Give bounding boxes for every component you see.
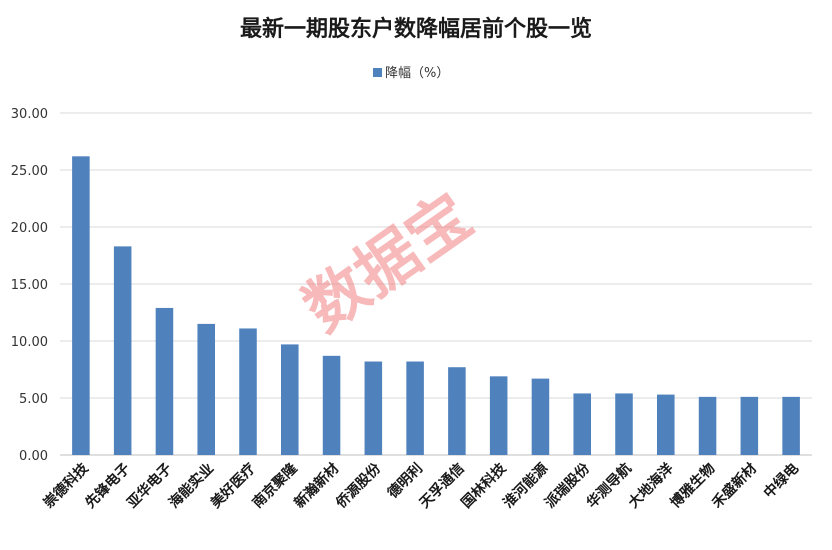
bar bbox=[740, 396, 759, 455]
bar bbox=[281, 344, 299, 455]
bar bbox=[239, 328, 257, 455]
x-category-label: 侨源股份 bbox=[332, 459, 385, 512]
bar bbox=[448, 367, 466, 455]
bar bbox=[698, 396, 717, 455]
bar bbox=[782, 396, 800, 455]
legend: 降幅（%） bbox=[373, 66, 449, 81]
bars bbox=[72, 156, 800, 455]
bar bbox=[406, 361, 424, 455]
x-category-label: 德明利 bbox=[384, 460, 426, 502]
bar bbox=[322, 355, 341, 455]
y-tick-label: 30.00 bbox=[11, 107, 48, 122]
bar bbox=[155, 307, 174, 455]
y-axis-ticks: 0.00 5.00 10.00 15.00 20.00 25.00 30.00 bbox=[11, 107, 48, 464]
bar bbox=[197, 323, 215, 455]
x-category-label: 亚华电子 bbox=[124, 460, 176, 512]
y-tick-label: 0.00 bbox=[19, 449, 48, 464]
x-category-label: 国林科技 bbox=[458, 459, 510, 511]
x-category-label: 禾盛新材 bbox=[709, 460, 761, 512]
watermark: 数据宝 bbox=[291, 179, 485, 345]
bar bbox=[364, 361, 383, 455]
bar bbox=[615, 393, 633, 455]
legend-label: 降幅（%） bbox=[385, 66, 449, 81]
x-category-label: 新瀚新材 bbox=[291, 460, 343, 512]
x-category-label: 大地海洋 bbox=[625, 460, 677, 512]
x-category-label: 派瑞股份 bbox=[541, 459, 593, 511]
x-category-label: 天孚通信 bbox=[416, 460, 468, 512]
x-category-label: 先锋电子 bbox=[82, 460, 134, 512]
bar bbox=[657, 394, 675, 455]
chart-title: 最新一期股东户数降幅居前个股一览 bbox=[240, 16, 592, 42]
x-category-label: 海能实业 bbox=[165, 460, 217, 512]
y-tick-label: 5.00 bbox=[19, 392, 48, 407]
x-category-label: 华测导航 bbox=[583, 460, 635, 512]
bar bbox=[72, 156, 90, 455]
x-category-label: 崇德科技 bbox=[40, 459, 92, 511]
x-category-label: 美好医疗 bbox=[207, 460, 259, 512]
x-category-label: 淮河能源 bbox=[500, 460, 552, 512]
bar bbox=[531, 378, 550, 455]
legend-swatch bbox=[373, 68, 382, 77]
y-tick-label: 20.00 bbox=[11, 221, 48, 236]
gridlines bbox=[60, 112, 812, 399]
y-tick-label: 10.00 bbox=[11, 335, 48, 350]
x-category-label: 中绿电 bbox=[760, 460, 802, 502]
y-tick-label: 15.00 bbox=[11, 278, 48, 293]
y-tick-label: 25.00 bbox=[11, 164, 48, 179]
bar bbox=[573, 393, 591, 455]
x-category-label: 南京聚隆 bbox=[249, 459, 301, 511]
bar bbox=[489, 376, 508, 455]
x-category-label: 博雅生物 bbox=[667, 460, 719, 512]
bar bbox=[113, 246, 132, 455]
